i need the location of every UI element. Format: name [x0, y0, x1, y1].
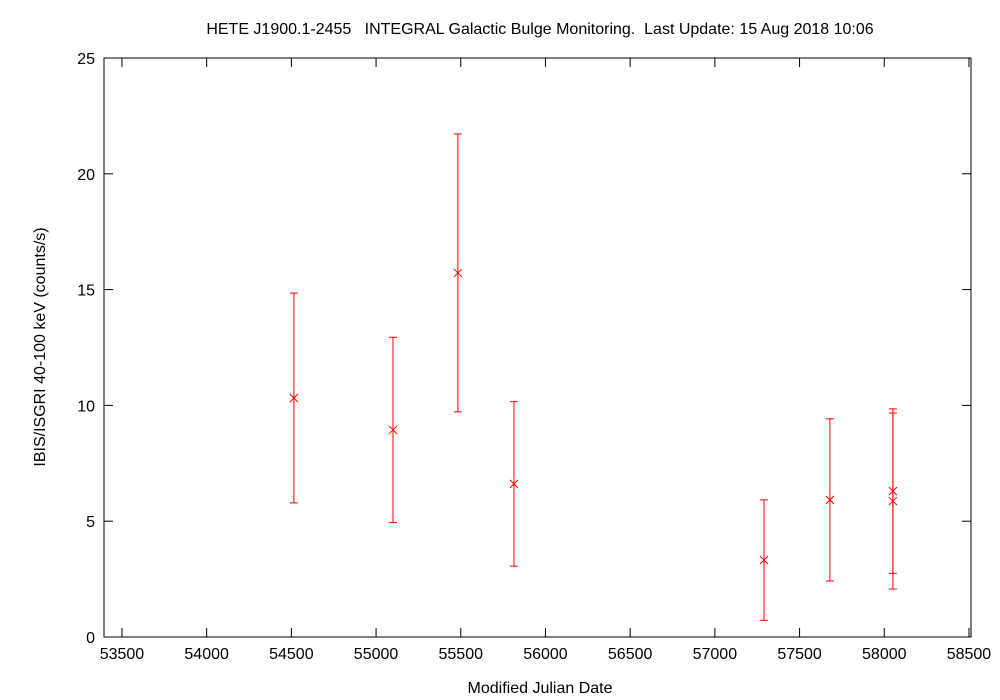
point — [888, 496, 898, 506]
x-tick-label: 55500 — [439, 646, 484, 663]
y-axis-label: IBIS/ISGRI 40-100 keV (counts/s) — [32, 227, 49, 466]
y-tick-label: 0 — [86, 630, 95, 647]
x-tick-label: 57000 — [693, 646, 738, 663]
point — [759, 555, 769, 565]
point — [388, 425, 398, 435]
y-tick-label: 5 — [86, 514, 95, 531]
y-tick-label: 20 — [77, 167, 95, 184]
x-tick-label: 58500 — [947, 646, 992, 663]
x-tick-label: 54500 — [269, 646, 314, 663]
y-tick-label: 15 — [77, 283, 95, 300]
x-axis-label: Modified Julian Date — [468, 680, 613, 697]
x-tick-label: 57500 — [777, 646, 822, 663]
point — [509, 479, 519, 489]
point — [453, 268, 463, 278]
x-tick-label: 56500 — [608, 646, 653, 663]
x-tick-label: 56000 — [523, 646, 568, 663]
plot-frame — [103, 57, 972, 638]
x-tick-label: 54000 — [184, 646, 229, 663]
chart-title: HETE J1900.1-2455 INTEGRAL Galactic Bulg… — [206, 21, 873, 38]
y-tick-label: 25 — [77, 51, 95, 68]
x-tick-label: 53500 — [100, 646, 145, 663]
x-tick-label: 55000 — [354, 646, 399, 663]
point — [825, 495, 835, 505]
point — [289, 393, 299, 403]
x-tick-label: 58000 — [862, 646, 907, 663]
y-tick-label: 10 — [77, 398, 95, 415]
